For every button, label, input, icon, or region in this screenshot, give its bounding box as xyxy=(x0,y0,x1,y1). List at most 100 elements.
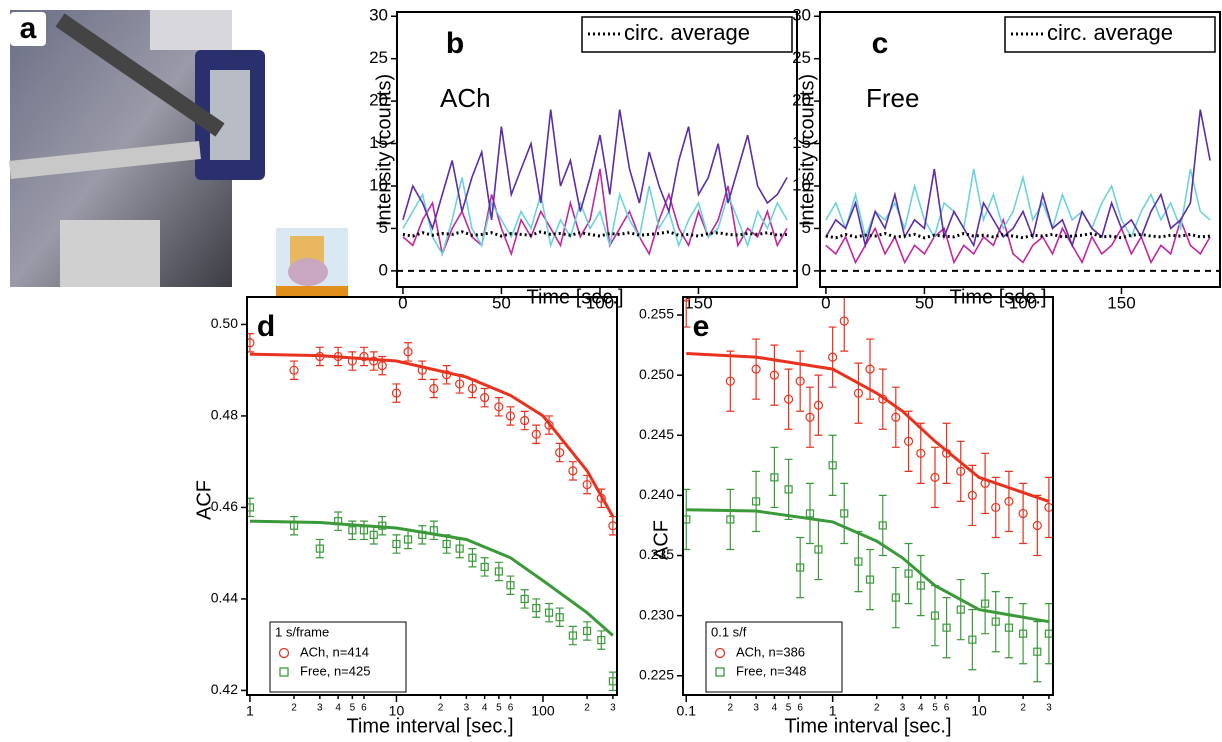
x-tick-label: 4 xyxy=(482,703,488,714)
photo-device xyxy=(150,10,232,50)
marker xyxy=(494,402,504,412)
y-tick-label: 0.250 xyxy=(639,366,674,382)
x-axis-label: Time interval [sec.] xyxy=(346,715,513,737)
trace-line xyxy=(402,168,788,257)
x-tick-label: 10 xyxy=(389,703,405,719)
x-tick-label: 4 xyxy=(918,703,924,714)
marker xyxy=(981,599,990,608)
marker xyxy=(878,521,887,530)
x-tick-label: 0 xyxy=(398,293,407,312)
marker xyxy=(455,544,464,553)
error-bar xyxy=(752,338,761,400)
marker xyxy=(751,364,761,374)
marker xyxy=(505,411,516,421)
error-bar xyxy=(429,520,438,541)
y-tick-label: 0.46 xyxy=(211,498,238,514)
marker xyxy=(582,626,592,636)
x-tick-label: 150 xyxy=(1107,293,1135,312)
marker xyxy=(442,539,451,549)
y-tick-label: 30 xyxy=(369,6,388,25)
error-bar xyxy=(1004,470,1013,533)
marker xyxy=(967,490,977,500)
marker xyxy=(840,509,849,518)
plot-frame xyxy=(819,11,1221,288)
error-bar xyxy=(968,609,977,671)
error-bar xyxy=(854,530,863,593)
error-bar xyxy=(429,378,438,399)
photo-arm xyxy=(55,13,225,137)
y-tick-label: 20 xyxy=(792,91,811,110)
marker xyxy=(348,526,357,535)
marker xyxy=(828,461,837,470)
error-bar xyxy=(520,410,529,431)
error-bar xyxy=(1004,597,1013,659)
trace-line xyxy=(402,177,788,256)
y-tick-label: 0 xyxy=(379,260,388,279)
marker xyxy=(520,594,529,604)
error-bar xyxy=(545,602,554,623)
error-bar xyxy=(468,548,477,568)
error-bar xyxy=(828,326,837,388)
error-bar xyxy=(814,518,823,581)
plot-area xyxy=(247,332,617,692)
label-box xyxy=(10,12,46,46)
error-bar xyxy=(369,351,378,371)
x-tick-label: 2 xyxy=(438,703,444,714)
marker xyxy=(956,605,965,614)
error-bar xyxy=(726,350,735,412)
legend-marker xyxy=(278,647,290,659)
y-tick-label: 20 xyxy=(369,91,388,110)
error-bar xyxy=(981,452,990,515)
x-tick-label: 4 xyxy=(772,703,778,714)
error-bar xyxy=(455,538,464,559)
fit-line xyxy=(686,352,1050,503)
legend-marker xyxy=(715,667,725,677)
marker xyxy=(891,412,901,422)
average-line xyxy=(825,231,1211,240)
plot-frame xyxy=(246,296,618,696)
x-tick-label: 5 xyxy=(496,703,502,714)
marker xyxy=(520,415,530,426)
error-bar xyxy=(568,625,577,646)
annotation: Free xyxy=(866,83,919,113)
x-tick-label: 1 xyxy=(246,703,254,719)
error-bar xyxy=(369,525,378,545)
error-bar xyxy=(930,584,939,647)
error-bar xyxy=(784,458,793,521)
error-bar xyxy=(290,515,299,536)
legend-label: Free, n=425 xyxy=(300,663,370,678)
x-tick-label: 3 xyxy=(900,703,906,714)
x-tick-label: 4 xyxy=(335,703,341,714)
marker xyxy=(956,466,966,476)
error-bar xyxy=(891,386,900,448)
error-bar xyxy=(752,470,761,533)
plot-area xyxy=(820,109,1220,272)
y-tick-label: 0.42 xyxy=(211,681,238,697)
x-tick-label: 3 xyxy=(610,703,616,714)
y-tick-label: 10 xyxy=(792,175,811,194)
error-bar xyxy=(814,374,823,436)
error-bar xyxy=(480,557,489,577)
marker xyxy=(480,393,490,403)
error-bar xyxy=(796,350,805,412)
error-bar xyxy=(942,597,951,659)
error-bar xyxy=(991,476,1000,539)
x-tick-label: 3 xyxy=(1046,703,1052,714)
error-bar xyxy=(520,589,529,609)
error-bar xyxy=(532,598,541,618)
error-bar xyxy=(494,397,503,417)
panel-label: c xyxy=(872,27,889,60)
marker xyxy=(805,509,815,518)
error-bar xyxy=(608,515,617,536)
marker xyxy=(555,447,565,458)
error-bar xyxy=(1033,621,1042,683)
marker xyxy=(904,569,913,578)
legend-marker xyxy=(279,667,289,677)
marker xyxy=(369,530,378,539)
marker xyxy=(796,563,805,572)
error-bar xyxy=(968,464,977,527)
marker xyxy=(769,370,779,380)
marker xyxy=(403,347,413,357)
error-bar xyxy=(840,297,849,352)
error-bar xyxy=(1019,603,1028,665)
